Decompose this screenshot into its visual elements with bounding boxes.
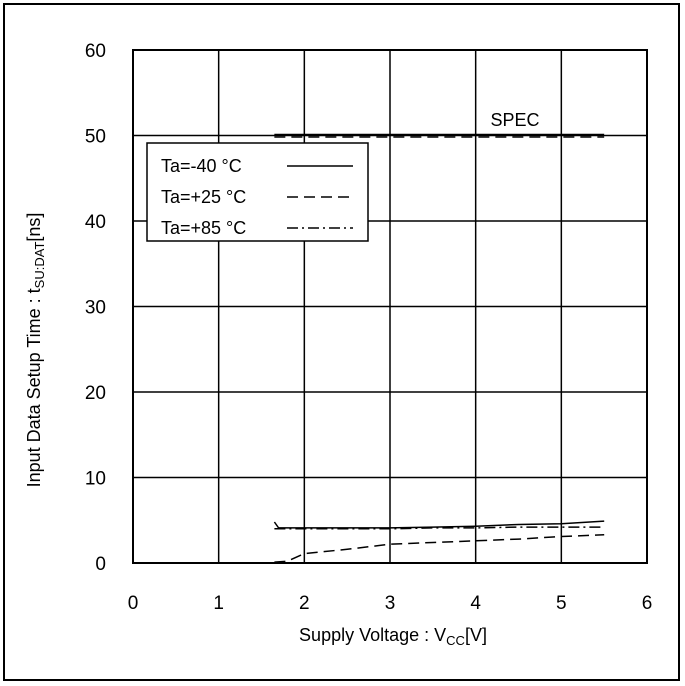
y-tick-label: 0	[95, 554, 106, 575]
spec-label: SPEC	[490, 110, 539, 130]
series-line-1	[273, 520, 605, 529]
x-tick-label: 5	[556, 593, 567, 614]
y-tick-label: 50	[85, 127, 106, 148]
x-axis-label: Supply Voltage : VCC[V]	[299, 625, 487, 648]
plot-border	[132, 49, 648, 564]
x-tick-label: 4	[470, 593, 481, 614]
legend-entry-label: Ta=-40 °C	[161, 156, 242, 176]
x-tick-label: 6	[642, 593, 653, 614]
x-tick-label: 3	[385, 593, 396, 614]
y-tick-label: 60	[85, 41, 106, 62]
y-axis-label: Input Data Setup Time : tSU:DAT[ns]	[24, 213, 47, 488]
y-tick-label: 10	[85, 469, 106, 490]
legend-box	[146, 142, 369, 242]
x-tick-label: 1	[213, 593, 224, 614]
x-tick-label: 2	[299, 593, 310, 614]
series-line-3	[274, 526, 605, 530]
grid	[132, 49, 648, 564]
plot-lines	[273, 133, 605, 563]
y-tick-label: 20	[85, 383, 106, 404]
legend-entry-label: Ta=+25 °C	[161, 187, 246, 207]
x-tick-label: 0	[128, 593, 139, 614]
y-tick-label: 30	[85, 298, 106, 319]
legend: Ta=-40 °C Ta=+25 °C Ta=+85 °C	[146, 142, 369, 242]
legend-entry-label: Ta=+85 °C	[161, 218, 246, 238]
series-line-2	[274, 534, 605, 563]
y-tick-label: 40	[85, 212, 106, 233]
chart-frame	[3, 3, 680, 681]
